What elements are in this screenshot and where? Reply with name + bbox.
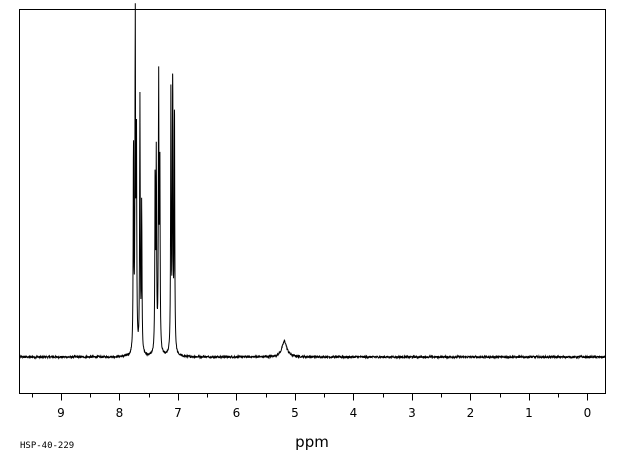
x-tick-label: 2 <box>467 406 475 420</box>
plot-frame <box>19 9 606 394</box>
x-tick-label: 9 <box>57 406 65 420</box>
spectrum-id-label: HSP-40-229 <box>20 441 74 451</box>
spectrum-line <box>19 3 606 360</box>
x-axis-ticks <box>32 393 588 401</box>
x-tick-label: 7 <box>174 406 182 420</box>
x-axis-label: ppm <box>295 433 329 451</box>
x-tick-label: 4 <box>350 406 358 420</box>
x-tick-label: 8 <box>116 406 124 420</box>
x-tick-label: 5 <box>291 406 299 420</box>
x-tick-label: 3 <box>408 406 416 420</box>
x-tick-label: 0 <box>584 406 592 420</box>
x-tick-label: 6 <box>233 406 241 420</box>
x-axis-tick-labels: 9 8 7 6 5 4 3 2 1 0 <box>57 406 591 420</box>
x-tick-label: 1 <box>525 406 533 420</box>
